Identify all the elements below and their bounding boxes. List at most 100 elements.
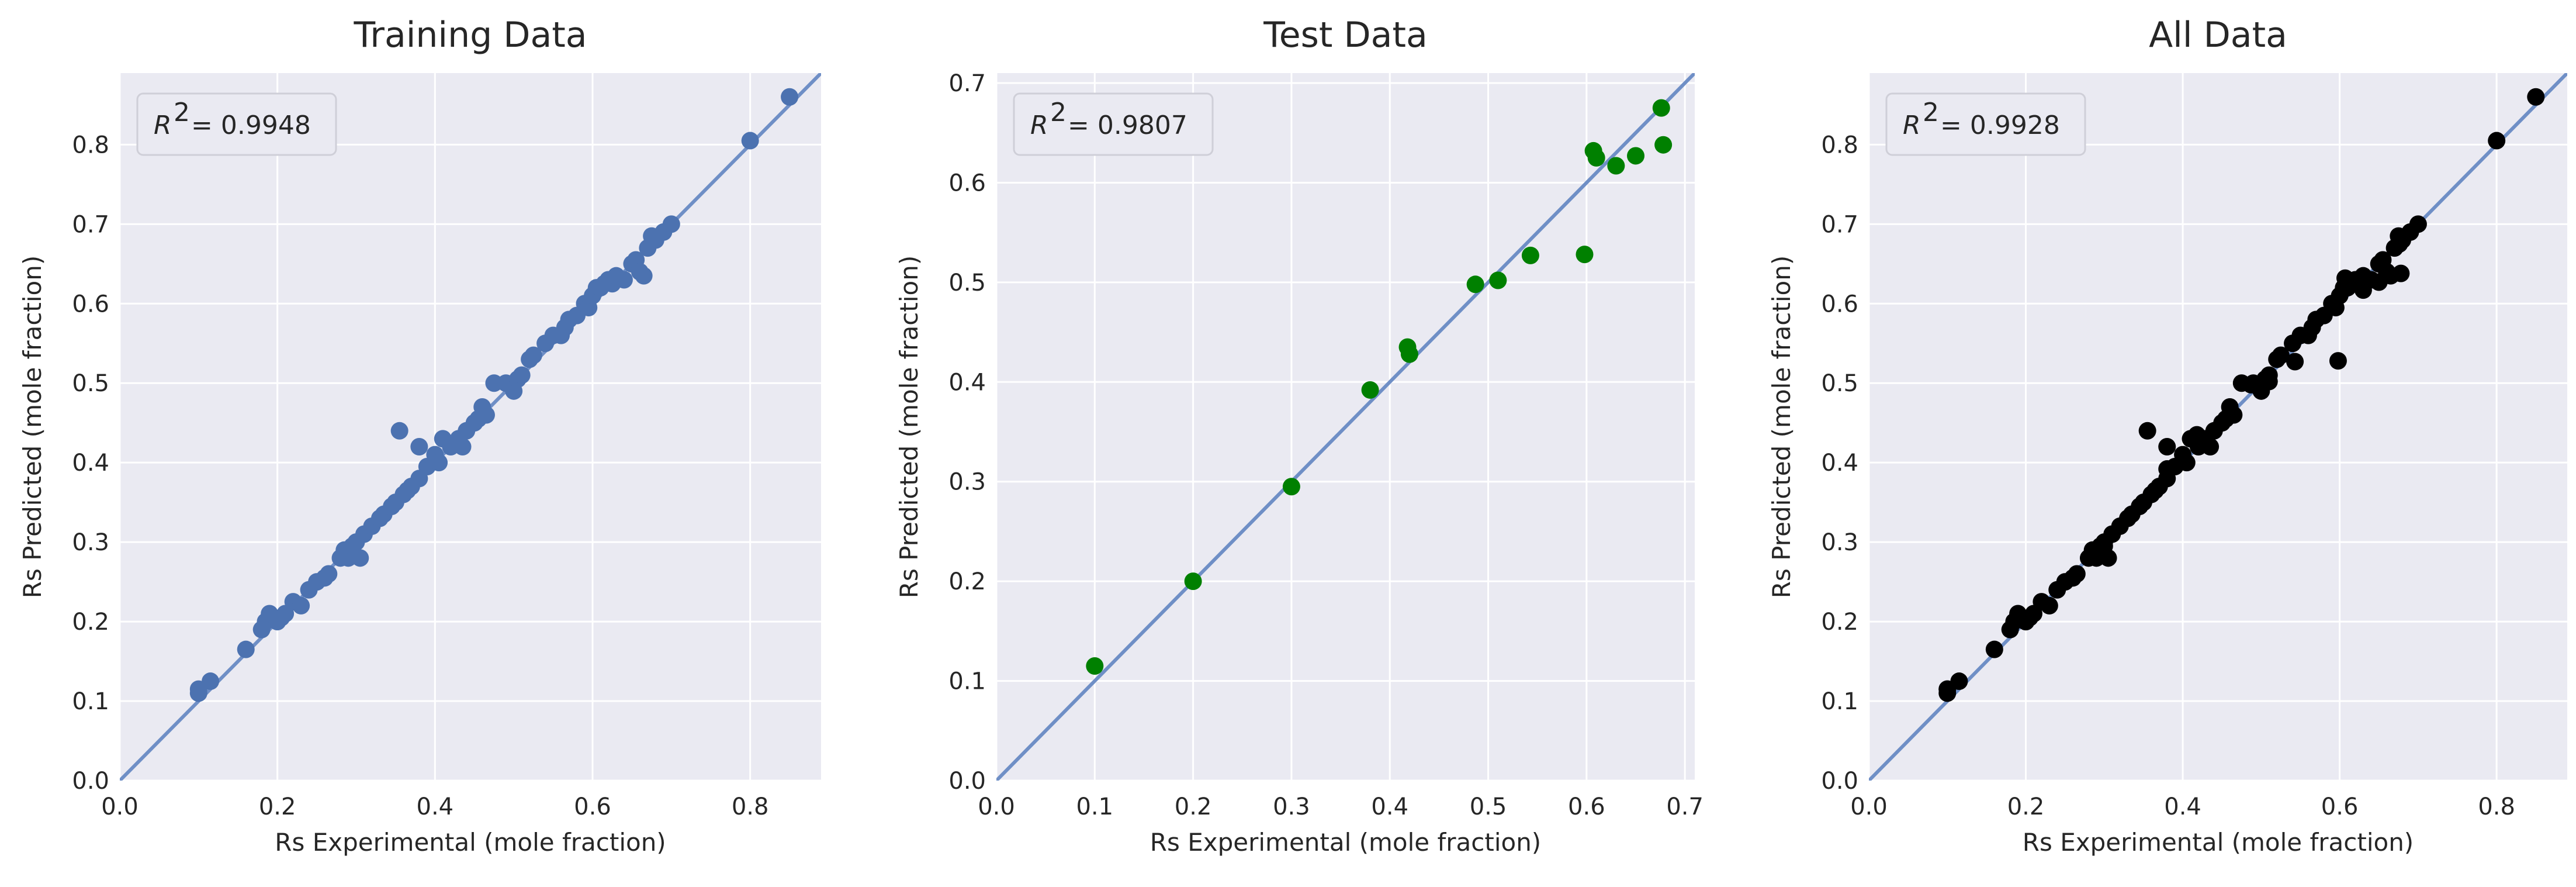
x-tick-label: 0.7	[1666, 793, 1704, 820]
y-tick-label: 0.7	[948, 70, 986, 97]
x-tick-label: 0.0	[1850, 793, 1888, 820]
chart-panel-3: 0.0 0.2 0.4 0.6 0.8 0.0 0.1 0.2 0.3 0.4 0.5 0.6 0.7 0…	[1767, 15, 2567, 857]
r2-symbol: R	[1903, 111, 1921, 140]
data-point	[662, 215, 680, 233]
r2-value: = 0.9807	[1068, 111, 1187, 140]
x-tick-label: 0.1	[1076, 793, 1113, 820]
chart-title: Training Data	[353, 15, 587, 56]
data-point	[2189, 432, 2207, 450]
y-tick-label: 0.6	[1821, 291, 1858, 317]
data-point	[1627, 147, 1645, 165]
chart-panel-2: 0.0 0.1 0.2 0.3 0.4 0.5 0.6 0.7 0.0 0.1 0.2 0.3 0.4 0…	[895, 15, 1704, 857]
data-point	[2286, 353, 2304, 371]
data-point	[2242, 375, 2260, 394]
y-tick-label: 0.7	[72, 211, 109, 238]
data-point	[615, 271, 633, 289]
series-points	[189, 88, 799, 702]
y-tick-label: 0.5	[1821, 370, 1858, 397]
y-tick-label: 0.2	[72, 609, 109, 636]
x-axis-label: Rs Experimental (mole fraction)	[275, 828, 666, 857]
x-axis-label: Rs Experimental (mole fraction)	[2023, 828, 2414, 857]
grid	[119, 73, 821, 782]
data-point	[390, 422, 408, 440]
y-tick-label: 0.4	[948, 369, 986, 396]
data-point	[1607, 157, 1625, 175]
y-tick-label: 0.0	[1821, 768, 1858, 795]
r2-superscript: 2	[1050, 98, 1067, 127]
x-tick-label: 0.4	[417, 793, 454, 820]
x-tick-label: 0.6	[574, 793, 611, 820]
y-tick-label: 0.0	[948, 768, 986, 795]
chart-title: Test Data	[1263, 15, 1428, 56]
data-point	[2158, 437, 2176, 455]
y-tick-label: 0.8	[1821, 132, 1858, 158]
r2-annotation: R 2 = 0.9807	[1013, 92, 1214, 156]
data-point	[2095, 537, 2113, 555]
data-point	[2177, 454, 2196, 472]
data-point	[2017, 613, 2035, 631]
x-tick-label: 0.5	[1470, 793, 1507, 820]
r2-annotation: R 2 = 0.9948	[136, 92, 337, 156]
data-point	[1489, 271, 1507, 289]
grid	[1868, 73, 2567, 782]
data-point	[2329, 352, 2347, 370]
data-point	[741, 132, 759, 150]
y-tick-label: 0.8	[72, 132, 109, 158]
series-points	[1938, 88, 2545, 702]
data-point	[202, 672, 220, 691]
y-tick-label: 0.1	[72, 688, 109, 715]
x-tick-label: 0.6	[2321, 793, 2359, 820]
r2-value: = 0.9928	[1940, 111, 2060, 140]
data-point	[2392, 264, 2410, 282]
grid	[995, 73, 1695, 782]
y-tick-label: 0.4	[1821, 450, 1858, 477]
data-point	[2040, 596, 2058, 615]
data-point	[1576, 246, 1594, 264]
x-tick-label: 0.0	[978, 793, 1015, 820]
data-point	[2488, 132, 2506, 150]
x-tick-label: 0.0	[101, 793, 139, 820]
data-point	[1521, 246, 1539, 264]
x-tick-label: 0.2	[259, 793, 296, 820]
data-point	[1282, 478, 1300, 496]
x-tick-label: 0.8	[732, 793, 769, 820]
annotation-box	[1885, 92, 2086, 156]
y-tick-label: 0.5	[948, 270, 986, 296]
data-point	[2409, 215, 2427, 233]
y-tick-label: 0.6	[948, 170, 986, 196]
data-point	[2339, 275, 2357, 293]
data-point	[2068, 565, 2086, 583]
y-tick-label: 0.2	[1821, 609, 1858, 636]
data-point	[1938, 680, 1957, 698]
y-tick-label: 0.0	[72, 768, 109, 795]
data-point	[2370, 273, 2388, 291]
r2-value: = 0.9948	[191, 111, 311, 140]
data-point	[320, 565, 338, 583]
data-point	[524, 346, 542, 364]
y-axis-label: Rs Predicted (mole fraction)	[1767, 256, 1796, 599]
y-tick-label: 0.4	[72, 450, 109, 477]
data-point	[1652, 99, 1670, 117]
y-tick-label: 0.6	[72, 291, 109, 317]
y-axis-label: Rs Predicted (mole fraction)	[895, 256, 923, 599]
x-tick-label: 0.6	[1568, 793, 1605, 820]
x-tick-label: 0.3	[1273, 793, 1310, 820]
x-tick-label: 0.4	[2164, 793, 2201, 820]
y-tick-label: 0.7	[1821, 211, 1858, 238]
r2-annotation: R 2 = 0.9928	[1885, 92, 2086, 156]
data-point	[1654, 136, 1673, 154]
r2-superscript: 2	[1923, 98, 1939, 127]
data-point	[477, 406, 495, 424]
data-point	[2158, 460, 2176, 478]
data-point	[351, 549, 369, 567]
y-tick-label: 0.5	[72, 370, 109, 397]
y-tick-label: 0.3	[1821, 529, 1858, 556]
data-point	[237, 640, 255, 658]
x-tick-label: 0.2	[2007, 793, 2045, 820]
x-axis-label: Rs Experimental (mole fraction)	[1150, 828, 1541, 857]
data-point	[292, 596, 310, 615]
chart-title: All Data	[2149, 15, 2287, 56]
data-point	[781, 88, 799, 106]
data-point	[2225, 406, 2243, 424]
